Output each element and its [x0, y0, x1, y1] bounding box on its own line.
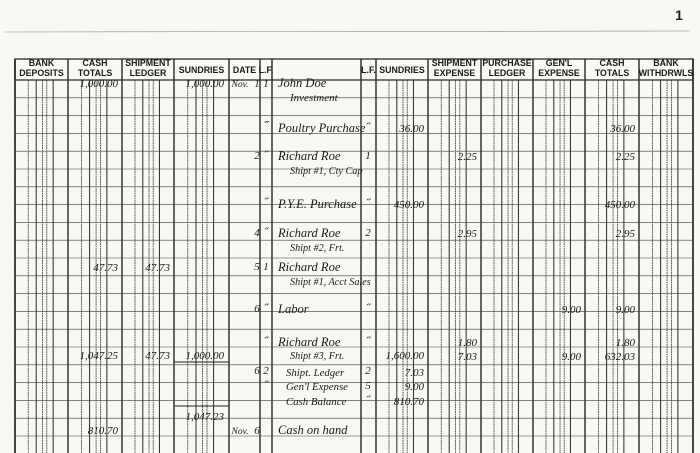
svg-text:Shipt. Ledger: Shipt. Ledger [286, 367, 345, 379]
svg-text:CASH: CASH [83, 58, 108, 68]
svg-text:Investment: Investment [289, 92, 339, 104]
svg-text:L.F.: L.F. [259, 65, 274, 75]
svg-text:9.00: 9.00 [562, 304, 582, 316]
svg-text:1,600.00: 1,600.00 [386, 350, 425, 362]
svg-text:2: 2 [365, 227, 371, 239]
svg-text:1: 1 [675, 7, 683, 23]
svg-text:2.95: 2.95 [616, 228, 636, 240]
svg-text:EXPENSE: EXPENSE [538, 68, 580, 78]
svg-text:WITHDRWLS: WITHDRWLS [639, 68, 694, 78]
svg-text:5: 5 [365, 380, 371, 392]
svg-text:BANK: BANK [29, 58, 55, 68]
svg-text:EXPENSE: EXPENSE [434, 68, 476, 78]
svg-text:9.00: 9.00 [405, 381, 425, 393]
svg-text:Richard Roe: Richard Roe [277, 260, 341, 274]
svg-text:7.03: 7.03 [405, 367, 425, 379]
svg-text:PURCHASE: PURCHASE [482, 58, 531, 68]
svg-text:Labor: Labor [277, 302, 309, 316]
svg-text:36.00: 36.00 [609, 123, 635, 135]
svg-text:Cash on hand: Cash on hand [278, 423, 348, 437]
svg-text:1.80: 1.80 [458, 337, 478, 349]
svg-text:GEN'L: GEN'L [546, 58, 573, 68]
svg-text:BANK: BANK [653, 58, 679, 68]
svg-text:P.Y.E. Purchase: P.Y.E. Purchase [277, 197, 357, 211]
svg-text:John Doe: John Doe [278, 76, 327, 90]
svg-text:36.00: 36.00 [398, 123, 424, 135]
svg-text:810.70: 810.70 [394, 396, 425, 408]
svg-text:9.00: 9.00 [616, 304, 636, 316]
svg-text:Richard Roe: Richard Roe [277, 149, 341, 163]
svg-text:Gen'l Expense: Gen'l Expense [286, 381, 348, 393]
svg-text:450.00: 450.00 [394, 199, 425, 211]
svg-text:1,000.00: 1,000.00 [80, 78, 119, 90]
svg-text:SHIPMENT: SHIPMENT [125, 58, 171, 68]
svg-text:47.73: 47.73 [93, 262, 118, 274]
svg-text:6: 6 [254, 303, 260, 315]
svg-text:Shipt #3, Frt.: Shipt #3, Frt. [290, 351, 344, 362]
svg-text:1: 1 [365, 150, 371, 162]
svg-text:CASH: CASH [600, 58, 625, 68]
svg-text:Poultry Purchase: Poultry Purchase [277, 121, 366, 135]
svg-text:1: 1 [263, 261, 269, 273]
svg-text:TOTALS: TOTALS [78, 68, 113, 78]
svg-text:2: 2 [263, 365, 269, 377]
svg-text:L.F.: L.F. [361, 65, 376, 75]
svg-text:1.80: 1.80 [616, 337, 636, 349]
svg-text:TOTALS: TOTALS [595, 68, 630, 78]
svg-text:47.73: 47.73 [145, 350, 170, 362]
svg-text:SUNDRIES: SUNDRIES [179, 65, 225, 75]
svg-text:Richard Roe: Richard Roe [277, 335, 341, 349]
svg-text:LEDGER: LEDGER [130, 68, 167, 78]
svg-text:5: 5 [254, 261, 260, 273]
svg-text:DEPOSITS: DEPOSITS [19, 68, 64, 78]
svg-text:Nov.: Nov. [231, 80, 249, 90]
svg-text:SHIPMENT: SHIPMENT [432, 58, 478, 68]
svg-text:632.03: 632.03 [605, 351, 636, 363]
svg-text:1,000.00: 1,000.00 [186, 78, 225, 90]
svg-text:2: 2 [254, 150, 260, 162]
svg-text:6: 6 [254, 425, 260, 437]
svg-text:Richard Roe: Richard Roe [277, 226, 341, 240]
svg-text:Nov.: Nov. [231, 427, 249, 437]
svg-text:DATE: DATE [233, 65, 256, 75]
svg-text:450.00: 450.00 [605, 199, 636, 211]
svg-text:1,047.25: 1,047.25 [80, 350, 119, 362]
svg-text:2.25: 2.25 [616, 151, 636, 163]
svg-text:6: 6 [254, 365, 260, 377]
svg-text:LEDGER: LEDGER [489, 68, 526, 78]
svg-text:2.25: 2.25 [458, 151, 478, 163]
svg-text:1: 1 [254, 78, 260, 90]
svg-text:Shipt #1, Acct Sales: Shipt #1, Acct Sales [290, 277, 371, 288]
svg-text:SUNDRIES: SUNDRIES [379, 65, 425, 75]
svg-text:810.70: 810.70 [88, 425, 119, 437]
svg-text:1,047.23: 1,047.23 [186, 411, 225, 423]
svg-text:47.73: 47.73 [145, 262, 170, 274]
svg-text:2.95: 2.95 [458, 228, 478, 240]
svg-text:9.00: 9.00 [562, 351, 582, 363]
svg-text:7.03: 7.03 [458, 351, 478, 363]
svg-text:Shipt #2, Frt.: Shipt #2, Frt. [290, 243, 344, 254]
svg-text:2: 2 [365, 365, 371, 377]
svg-text:Cash Balance: Cash Balance [286, 396, 346, 408]
svg-text:4: 4 [254, 227, 260, 239]
svg-text:Shipt #1, Cty Cap: Shipt #1, Cty Cap [290, 166, 362, 177]
svg-text:1,000.00: 1,000.00 [186, 350, 225, 362]
svg-text:1: 1 [263, 78, 269, 90]
